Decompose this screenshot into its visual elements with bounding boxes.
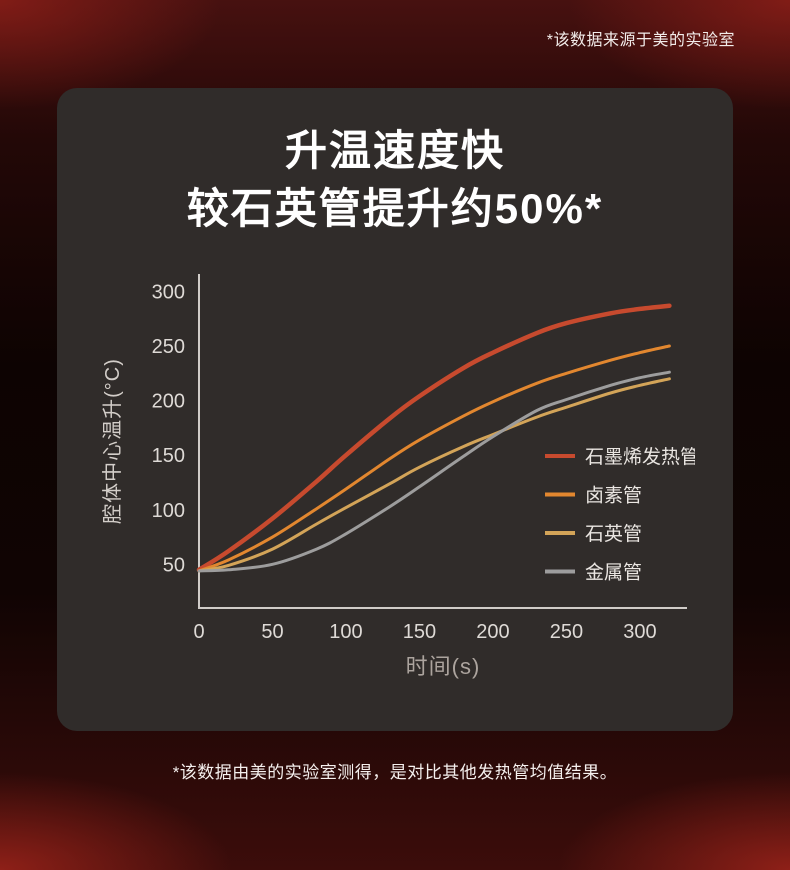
- series-line-2: [197, 377, 671, 573]
- data-source-note: *该数据来源于美的实验室: [546, 32, 735, 49]
- x-tick-label-0: 0: [193, 621, 204, 643]
- x-tick-label-2: 100: [329, 621, 362, 643]
- y-tick-label-3: 200: [152, 391, 185, 413]
- legend-label-1: 卤素管: [585, 485, 642, 507]
- headline-line2: 较石英管提升约50%*: [186, 185, 604, 232]
- x-axis-label: 时间(s): [406, 654, 481, 679]
- chart-card: 升温速度快 较石英管提升约50%* 50 100 150 200 250 300 0 50 10…: [57, 88, 733, 731]
- y-tick-label-0: 50: [163, 554, 185, 576]
- legend-label-0: 石墨烯发热管: [585, 446, 695, 468]
- headline: 升温速度快 较石英管提升约50%*: [57, 122, 733, 238]
- y-axis-label: 腔体中心温升(°C): [101, 358, 124, 524]
- series-line-0: [196, 303, 672, 573]
- x-tick-label-5: 250: [550, 621, 583, 643]
- x-tick-label-4: 200: [476, 621, 509, 643]
- y-tick-label-4: 250: [152, 336, 185, 358]
- temperature-chart: 50 100 150 200 250 300 0 50 100 150 200 250 300 腔体中心温…: [101, 274, 695, 679]
- legend-label-3: 金属管: [585, 562, 642, 584]
- x-tick-label-6: 300: [623, 621, 656, 643]
- series-line-1: [197, 344, 671, 573]
- y-tick-label-5: 300: [152, 281, 185, 303]
- series-line-3: [197, 370, 671, 573]
- x-tick-label-3: 150: [403, 621, 436, 643]
- y-tick-label-1: 100: [152, 500, 185, 522]
- y-tick-label-2: 150: [152, 445, 185, 467]
- legend-label-2: 石英管: [585, 523, 642, 545]
- chart-axes: [198, 274, 687, 609]
- footnote: *该数据由美的实验室测得，是对比其他发热管均值结果。: [172, 763, 618, 782]
- x-tick-label-1: 50: [261, 621, 283, 643]
- headline-line1: 升温速度快: [284, 127, 505, 174]
